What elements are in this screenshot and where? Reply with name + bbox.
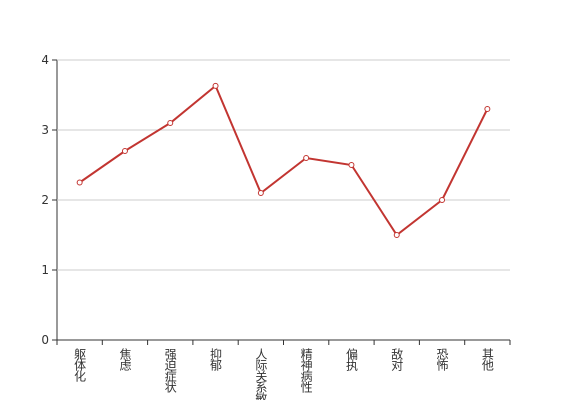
point [121, 148, 128, 154]
x-tick-label: 敌对 [390, 347, 404, 371]
x-tick-label: 人际关系敏感 [254, 348, 268, 400]
point [212, 82, 219, 89]
x-tick-label: 精神病性 [299, 348, 313, 394]
y-tick-label: 0 [41, 333, 49, 347]
line [79, 84, 489, 237]
x-tick-label: 躯体化 [73, 347, 87, 383]
point [257, 190, 264, 196]
point [348, 162, 355, 168]
x-tick-label: 偏执 [344, 347, 358, 372]
point [393, 232, 400, 238]
x-tick-label: 其他 [480, 348, 494, 371]
point [303, 155, 310, 161]
point [484, 106, 491, 112]
x-tick-label: 强迫症状 [163, 348, 177, 393]
x-tick-label: 恐怖 [435, 348, 449, 371]
y-tick-label: 3 [41, 123, 49, 137]
x-tick-label: 抑郁 [209, 347, 223, 372]
point [76, 179, 83, 186]
y-tick-label: 4 [41, 53, 49, 67]
point [439, 197, 446, 203]
point [167, 120, 174, 126]
x-tick-label: 焦虑 [118, 348, 132, 371]
y-tick-label: 1 [41, 263, 49, 277]
y-tick-label: 2 [41, 193, 49, 207]
